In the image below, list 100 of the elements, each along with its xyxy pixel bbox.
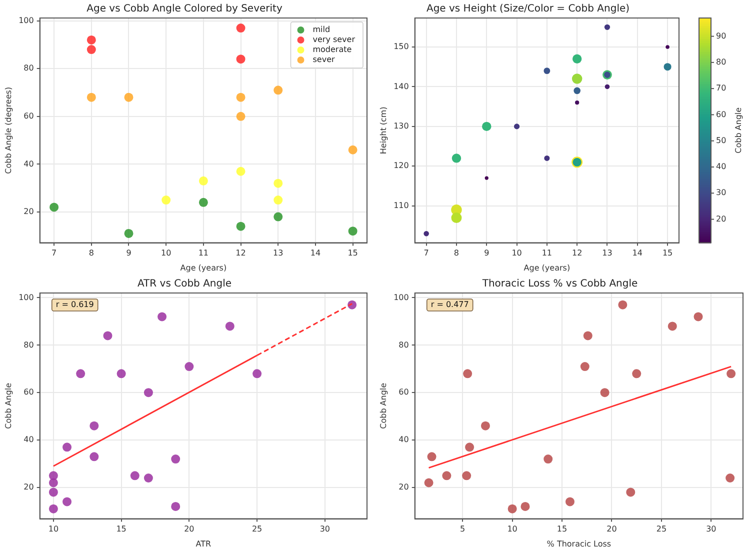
y-tick-label: 100 bbox=[18, 292, 34, 302]
x-tick-label: 15 bbox=[116, 524, 126, 534]
chart-title: ATR vs Cobb Angle bbox=[137, 278, 232, 290]
point bbox=[76, 369, 86, 378]
color-bar-label: 40 bbox=[716, 162, 726, 172]
annotation: r = 0.477 bbox=[430, 300, 469, 310]
point bbox=[144, 474, 153, 483]
y-tick-label: 20 bbox=[24, 207, 34, 216]
point bbox=[130, 471, 140, 480]
y-tick-label: 40 bbox=[24, 435, 34, 444]
x-tick-label: 5 bbox=[460, 524, 466, 534]
y-tick-label: 80 bbox=[398, 340, 409, 350]
y-tick-label: 120 bbox=[394, 161, 409, 170]
x-tick-label: 13 bbox=[602, 248, 612, 258]
point bbox=[50, 202, 59, 212]
y-axis-title: Cobb Angle (degrees) bbox=[4, 86, 13, 174]
point bbox=[48, 478, 58, 488]
point bbox=[427, 452, 436, 462]
x-tick-label: 9 bbox=[126, 248, 132, 258]
point bbox=[463, 369, 472, 378]
point bbox=[274, 196, 283, 205]
color-bar-label: 20 bbox=[716, 214, 726, 224]
chart-title: Thoracic Loss % vs Cobb Angle bbox=[481, 278, 638, 290]
point bbox=[565, 497, 574, 506]
point bbox=[480, 421, 490, 430]
point bbox=[580, 362, 590, 372]
point bbox=[86, 45, 96, 54]
x-tick-label: 13 bbox=[273, 248, 284, 258]
x-tick-label: 8 bbox=[88, 248, 94, 258]
x-tick-label: 15 bbox=[556, 524, 568, 534]
y-tick-label: 80 bbox=[24, 64, 34, 73]
y-tick-label: 40 bbox=[398, 435, 409, 444]
point bbox=[236, 222, 246, 231]
y-tick-label: 20 bbox=[24, 482, 34, 492]
x-tick-label: 15 bbox=[662, 248, 673, 258]
point bbox=[252, 369, 262, 378]
color-bar-label: 30 bbox=[716, 188, 726, 198]
point bbox=[694, 312, 703, 322]
y-tick-label: 130 bbox=[394, 122, 409, 131]
point bbox=[626, 488, 636, 497]
point bbox=[726, 474, 735, 483]
x-tick-label: 15 bbox=[348, 248, 358, 258]
point bbox=[442, 471, 452, 480]
x-tick-label: 10 bbox=[512, 248, 522, 258]
x-tick-label: 14 bbox=[310, 248, 321, 258]
y-tick-label: 150 bbox=[394, 42, 409, 52]
point bbox=[274, 212, 283, 222]
y-tick-label: 20 bbox=[398, 482, 409, 492]
y-tick-label: 60 bbox=[24, 388, 34, 397]
x-tick-label: 30 bbox=[320, 524, 330, 534]
y-tick-label: 100 bbox=[18, 16, 34, 25]
legend-label: moderate bbox=[312, 45, 352, 54]
x-tick-label: 9 bbox=[484, 248, 490, 258]
x-axis-title: Age (years) bbox=[524, 263, 570, 272]
point bbox=[86, 92, 96, 102]
x-tick-label: 7 bbox=[424, 248, 429, 258]
x-tick-label: 20 bbox=[184, 524, 194, 534]
chart-title: Age vs Cobb Angle Colored by Severity bbox=[86, 4, 282, 15]
y-tick-label: 60 bbox=[24, 112, 34, 121]
x-tick-label: 10 bbox=[507, 524, 518, 534]
point bbox=[124, 92, 134, 102]
legend-label: mild bbox=[312, 25, 330, 34]
point bbox=[348, 145, 358, 154]
point bbox=[348, 226, 358, 236]
point bbox=[162, 196, 171, 205]
x-tick-label: 12 bbox=[236, 248, 246, 258]
x-axis-title: Age (years) bbox=[180, 263, 227, 272]
color-bar-label: 80 bbox=[716, 58, 726, 67]
x-tick-label: 10 bbox=[160, 248, 172, 258]
point bbox=[236, 112, 246, 121]
y-tick-label: 40 bbox=[24, 159, 34, 168]
color-bar-label: 90 bbox=[716, 31, 726, 40]
legend-label: very sever bbox=[312, 35, 356, 44]
x-tick-label: 7 bbox=[52, 248, 57, 258]
point bbox=[544, 454, 553, 464]
y-tick-label: 80 bbox=[24, 340, 34, 350]
x-tick-label: 25 bbox=[252, 524, 262, 534]
point bbox=[632, 369, 642, 378]
point bbox=[158, 312, 167, 322]
point bbox=[90, 452, 99, 462]
chart-title: Age vs Height (Size/Color = Cobb Angle) bbox=[426, 4, 630, 15]
point bbox=[236, 54, 246, 64]
y-tick-label: 100 bbox=[394, 292, 409, 302]
annotation: r = 0.619 bbox=[56, 300, 94, 310]
color-bar-label: 50 bbox=[716, 136, 726, 145]
point bbox=[236, 92, 246, 102]
point bbox=[62, 497, 72, 506]
x-tick-label: 11 bbox=[198, 248, 209, 258]
point bbox=[465, 442, 474, 452]
x-tick-label: 8 bbox=[454, 248, 460, 258]
point bbox=[462, 471, 472, 480]
point bbox=[86, 35, 96, 44]
color-bar-label: 70 bbox=[716, 84, 726, 93]
point bbox=[274, 178, 283, 188]
point bbox=[668, 322, 677, 331]
x-tick-label: 30 bbox=[706, 524, 716, 534]
color-bar-title: Cobb Angle bbox=[734, 107, 744, 154]
x-tick-label: 11 bbox=[542, 248, 552, 258]
x-tick-label: 20 bbox=[606, 524, 617, 534]
point bbox=[116, 369, 126, 378]
